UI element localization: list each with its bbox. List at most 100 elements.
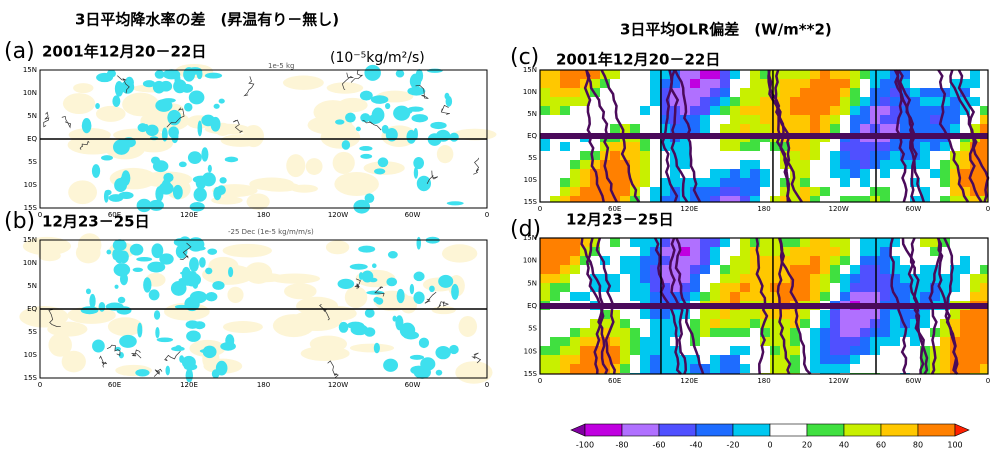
olr-cell xyxy=(890,283,900,292)
olr-cell xyxy=(710,169,720,178)
olr-cell xyxy=(540,292,550,301)
olr-cell xyxy=(630,70,640,79)
wet-area xyxy=(406,129,417,144)
olr-cell xyxy=(630,196,640,202)
olr-cell xyxy=(860,247,870,256)
olr-cell xyxy=(560,292,570,301)
olr-cell xyxy=(720,310,730,319)
olr-cell xyxy=(550,142,560,151)
olr-cell xyxy=(640,124,650,133)
olr-cell xyxy=(740,292,750,301)
olr-cell xyxy=(960,70,970,79)
olr-cell xyxy=(930,160,940,169)
olr-cell xyxy=(570,337,580,346)
olr-cell xyxy=(810,283,820,292)
lon-label: 0 xyxy=(538,205,542,213)
olr-cell xyxy=(850,79,860,88)
olr-cell xyxy=(740,328,750,337)
olr-cell xyxy=(850,319,860,328)
olr-cell xyxy=(700,70,710,79)
olr-cell xyxy=(840,142,850,151)
olr-map xyxy=(539,69,990,203)
olr-cell xyxy=(550,238,560,247)
wet-area xyxy=(358,245,376,253)
wet-area xyxy=(119,334,137,348)
olr-cell xyxy=(880,160,890,169)
olr-cell xyxy=(940,160,950,169)
wet-area xyxy=(106,69,116,78)
dry-area xyxy=(75,241,101,264)
olr-cell xyxy=(750,274,760,283)
olr-cell xyxy=(680,169,690,178)
wet-area xyxy=(103,190,109,203)
olr-cell xyxy=(620,151,630,160)
olr-cell xyxy=(540,238,550,247)
olr-cell xyxy=(720,328,730,337)
olr-cell xyxy=(840,70,850,79)
contour xyxy=(415,84,429,99)
olr-cell xyxy=(650,292,660,301)
olr-cell xyxy=(940,265,950,274)
olr-cell xyxy=(880,319,890,328)
olr-cell xyxy=(590,256,600,265)
olr-cell xyxy=(770,160,780,169)
olr-cell xyxy=(980,97,988,106)
olr-cell xyxy=(720,124,730,133)
olr-cell xyxy=(810,106,820,115)
olr-cell xyxy=(820,196,830,202)
olr-cell xyxy=(640,196,650,202)
olr-cell xyxy=(890,364,900,373)
olr-cell xyxy=(900,310,910,319)
wet-area xyxy=(192,281,199,289)
olr-cell xyxy=(670,169,680,178)
olr-cell xyxy=(670,88,680,97)
olr-cell xyxy=(850,274,860,283)
olr-cell xyxy=(830,142,840,151)
olr-cell xyxy=(760,256,770,265)
olr-cell xyxy=(950,178,960,187)
olr-cell xyxy=(750,310,760,319)
olr-cell xyxy=(890,319,900,328)
olr-cell xyxy=(670,364,680,373)
olr-cell xyxy=(840,115,850,124)
wet-area xyxy=(168,126,179,139)
olr-cell xyxy=(650,247,660,256)
olr-cell xyxy=(900,283,910,292)
olr-cell xyxy=(790,319,800,328)
olr-cell xyxy=(640,328,650,337)
olr-cell xyxy=(710,88,720,97)
olr-cell xyxy=(670,70,680,79)
wet-area xyxy=(413,291,425,304)
wet-area xyxy=(207,248,218,255)
contour xyxy=(153,368,163,377)
olr-cell xyxy=(840,355,850,364)
olr-cell xyxy=(720,265,730,274)
lat-label: 10N xyxy=(23,259,37,267)
olr-cell xyxy=(790,355,800,364)
olr-cell xyxy=(710,319,720,328)
olr-cell xyxy=(700,160,710,169)
olr-cell xyxy=(620,178,630,187)
olr-cell xyxy=(680,70,690,79)
olr-cell xyxy=(810,256,820,265)
wet-area xyxy=(113,139,130,155)
olr-cell xyxy=(960,274,970,283)
olr-cell xyxy=(640,142,650,151)
olr-cell xyxy=(640,151,650,160)
olr-cell xyxy=(590,238,600,247)
olr-cell xyxy=(540,247,550,256)
contour xyxy=(48,308,61,327)
olr-cell xyxy=(810,310,820,319)
olr-cell xyxy=(710,247,720,256)
olr-cell xyxy=(800,178,810,187)
olr-cell xyxy=(730,70,740,79)
olr-cell xyxy=(800,319,810,328)
olr-cell xyxy=(600,187,610,196)
olr-cell xyxy=(840,196,850,202)
olr-cell xyxy=(730,97,740,106)
olr-cell xyxy=(560,319,570,328)
olr-cell xyxy=(820,70,830,79)
olr-cell xyxy=(620,79,630,88)
olr-cell xyxy=(570,70,580,79)
wet-area xyxy=(165,365,170,376)
